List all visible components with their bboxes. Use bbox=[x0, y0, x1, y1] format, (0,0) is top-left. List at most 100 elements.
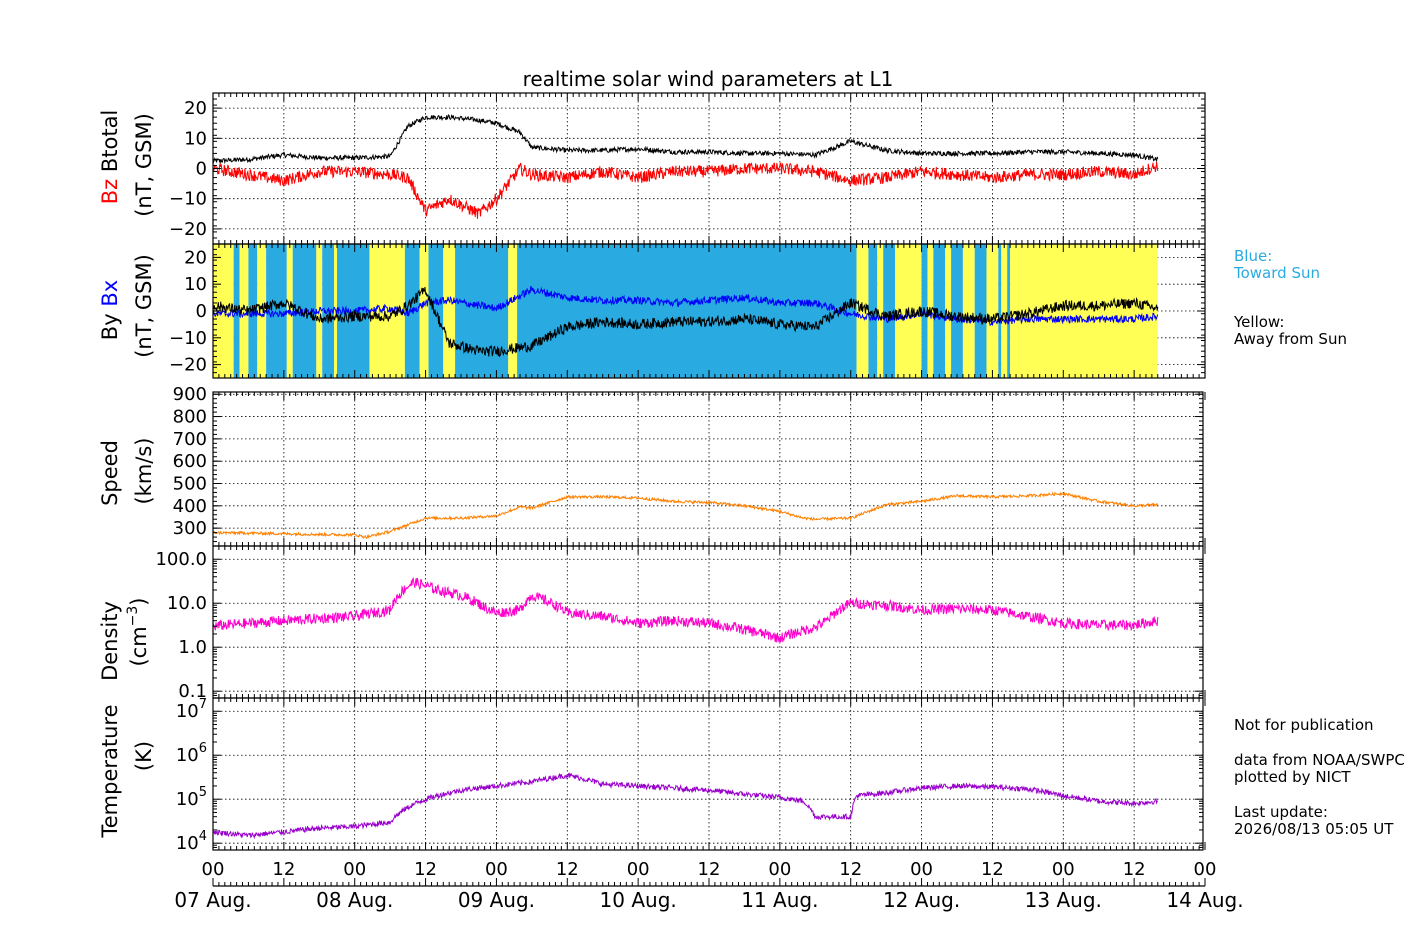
yellow-legend-desc: Away from Sun bbox=[1234, 330, 1347, 348]
y-tick-label: 400 bbox=[173, 496, 207, 517]
density-units: (cm bbox=[127, 626, 151, 666]
y-tick-label: −20 bbox=[169, 219, 207, 240]
x-hour-label: 12 bbox=[272, 859, 295, 880]
x-date-label: 12 Aug. bbox=[883, 888, 960, 912]
svg-text:By Bx: By Bx bbox=[98, 280, 122, 340]
y-tick-label: 500 bbox=[173, 474, 207, 495]
last-update-value: 2026/08/13 05:05 UT bbox=[1234, 820, 1394, 838]
y-tick-label: 20 bbox=[184, 98, 207, 119]
bxby-panel-labels: By Bx (nT, GSM) bbox=[98, 254, 156, 358]
y-tick-label: 106 bbox=[176, 741, 207, 766]
data-source: data from NOAA/SWPC bbox=[1234, 751, 1405, 769]
x-hour-label: 00 bbox=[202, 859, 225, 880]
toward-sun-band bbox=[868, 244, 878, 378]
x-hour-label: 00 bbox=[485, 859, 508, 880]
bxby-units: (nT, GSM) bbox=[132, 254, 156, 358]
toward-sun-band bbox=[1007, 244, 1011, 378]
temp-units: (K) bbox=[132, 741, 156, 771]
away-sun-band bbox=[257, 244, 267, 378]
y-tick-label: 600 bbox=[173, 451, 207, 472]
away-sun-band bbox=[239, 244, 249, 378]
y-tick-label: 0 bbox=[196, 301, 207, 322]
x-hour-label: 12 bbox=[698, 859, 721, 880]
x-hour-label: 12 bbox=[414, 859, 437, 880]
speed-label: Speed bbox=[98, 440, 122, 506]
away-sun-band bbox=[945, 244, 952, 378]
y-tick-label: 105 bbox=[176, 785, 207, 810]
btotal-label: Btotal bbox=[98, 110, 122, 172]
x-date-label: 10 Aug. bbox=[600, 888, 677, 912]
speed-units: (km/s) bbox=[132, 437, 156, 504]
svg-text:Bz Btotal: Bz Btotal bbox=[98, 110, 122, 205]
x-date-label: 09 Aug. bbox=[458, 888, 535, 912]
y-tick-label: 10 bbox=[184, 274, 207, 295]
x-hour-label: 12 bbox=[839, 859, 862, 880]
side-notes: Blue: Toward Sun Yellow: Away from Sun N… bbox=[1233, 247, 1405, 838]
x-hour-label: 12 bbox=[1123, 859, 1146, 880]
series-btotal-line bbox=[212, 113, 1159, 165]
away-sun-band bbox=[1001, 244, 1008, 378]
toward-sun-band bbox=[974, 244, 987, 378]
away-sun-band bbox=[508, 244, 518, 378]
x-hour-label: 00 bbox=[343, 859, 366, 880]
x-hour-label: 00 bbox=[768, 859, 791, 880]
y-tick-label: −10 bbox=[169, 189, 207, 210]
away-sun-band bbox=[986, 244, 999, 378]
y-tick-label: 0.1 bbox=[178, 681, 207, 702]
y-tick-label: 107 bbox=[176, 697, 207, 722]
chart-title: realtime solar wind parameters at L1 bbox=[523, 67, 894, 91]
x-hour-label: 00 bbox=[627, 859, 650, 880]
y-tick-label: −10 bbox=[169, 328, 207, 349]
blue-legend-label: Blue: bbox=[1234, 247, 1272, 265]
toward-sun-band bbox=[933, 244, 946, 378]
x-hour-label: 12 bbox=[981, 859, 1004, 880]
series-temperature-line bbox=[212, 772, 1159, 840]
x-hour-label: 00 bbox=[1052, 859, 1075, 880]
density-label: Density bbox=[98, 601, 122, 681]
y-tick-label: 10.0 bbox=[167, 593, 207, 614]
x-hour-label: 00 bbox=[910, 859, 933, 880]
toward-sun-band bbox=[951, 244, 963, 378]
series-speed-line bbox=[213, 491, 1159, 540]
not-for-publication: Not for publication bbox=[1234, 716, 1374, 734]
blue-legend-desc: Toward Sun bbox=[1233, 264, 1320, 282]
y-tick-label: 0 bbox=[196, 159, 207, 180]
away-sun-band bbox=[443, 244, 456, 378]
toward-sun-band bbox=[998, 244, 1002, 378]
y-tick-label: 800 bbox=[173, 407, 207, 428]
temp-label: Temperature bbox=[98, 704, 122, 838]
away-sun-band bbox=[962, 244, 975, 378]
y-tick-label: −20 bbox=[169, 355, 207, 376]
bx-label: Bx bbox=[98, 280, 122, 307]
away-sun-band bbox=[877, 244, 884, 378]
panel-frame bbox=[212, 697, 1204, 851]
toward-sun-band bbox=[883, 244, 895, 378]
last-update-label: Last update: bbox=[1234, 803, 1328, 821]
temp-panel-labels: Temperature (K) bbox=[98, 704, 156, 838]
toward-sun-band bbox=[337, 244, 370, 378]
x-date-label: 11 Aug. bbox=[741, 888, 818, 912]
y-tick-label: 900 bbox=[173, 384, 207, 405]
y-tick-label: 300 bbox=[173, 518, 207, 539]
series-bz-line bbox=[212, 161, 1159, 219]
y-tick-label: 100.0 bbox=[155, 549, 207, 570]
svg-text:(cm−3): (cm−3) bbox=[125, 597, 151, 666]
speed-panel-labels: Speed (km/s) bbox=[98, 437, 156, 505]
density-units-exp: −3 bbox=[125, 606, 141, 627]
x-hour-label: 12 bbox=[556, 859, 579, 880]
series-by-line bbox=[212, 286, 1159, 358]
y-tick-label: 104 bbox=[176, 829, 207, 854]
toward-sun-band bbox=[455, 244, 509, 378]
x-date-label: 14 Aug. bbox=[1166, 888, 1243, 912]
x-date-label: 07 Aug. bbox=[174, 888, 251, 912]
x-date-label: 08 Aug. bbox=[316, 888, 393, 912]
bz-label: Bz bbox=[98, 179, 122, 204]
toward-sun-band bbox=[428, 244, 444, 378]
x-date-label: 13 Aug. bbox=[1025, 888, 1102, 912]
y-tick-label: 20 bbox=[184, 247, 207, 268]
density-panel-labels: Density (cm−3) bbox=[98, 597, 151, 680]
toward-sun-band bbox=[517, 244, 857, 378]
density-units-close: ) bbox=[127, 597, 151, 605]
toward-sun-band bbox=[266, 244, 287, 378]
